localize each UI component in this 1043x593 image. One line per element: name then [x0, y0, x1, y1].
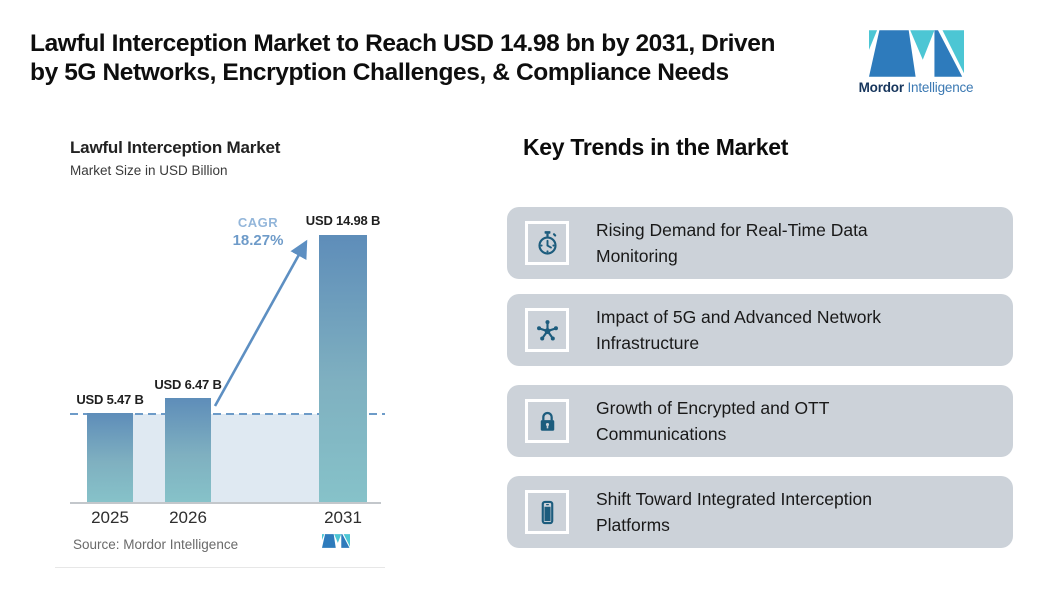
page-title: Lawful Interception Market to Reach USD …	[30, 30, 870, 87]
trend-card-label: Rising Demand for Real-Time Data Monitor…	[596, 220, 868, 266]
network-icon	[525, 308, 569, 352]
cagr-annotation: CAGR 18.27%	[208, 215, 308, 249]
bar-value-label-2025: USD 5.47 B	[76, 392, 144, 407]
stopwatch-icon	[525, 221, 569, 265]
trend-card-label: Impact of 5G and Advanced Network Infras…	[596, 307, 882, 353]
mordor-mini-logo-icon	[322, 534, 350, 548]
bar-value-label-2031: USD 14.98 B	[305, 213, 381, 228]
x-axis-label-2026: 2026	[169, 508, 207, 527]
x-axis-line	[70, 502, 381, 504]
cagr-label: CAGR	[237, 215, 279, 230]
trend-card-realtime-monitoring: Rising Demand for Real-Time Data Monitor…	[507, 207, 1013, 279]
lock-icon	[525, 399, 569, 443]
chart-title: Lawful Interception Market	[70, 138, 281, 157]
brand-name-bold: Mordor	[858, 80, 904, 95]
trends-heading: Key Trends in the Market	[523, 134, 789, 160]
brand-logo-text: Mordor Intelligence	[856, 80, 976, 95]
smartphone-icon	[525, 490, 569, 534]
dashed-threshold-line	[70, 413, 385, 415]
trend-card-label: Shift Toward Integrated Interception Pla…	[596, 489, 872, 535]
cagr-value: 18.27%	[232, 232, 284, 249]
trend-card-integrated-platforms: Shift Toward Integrated Interception Pla…	[507, 476, 1013, 548]
bar-value-label-2026: USD 6.47 B	[154, 377, 222, 392]
x-axis-label-2025: 2025	[91, 508, 129, 527]
brand-logo: Mordor Intelligence	[856, 30, 976, 95]
bar-2026	[165, 398, 211, 502]
chart-divider	[55, 567, 385, 568]
trend-card-label: Growth of Encrypted and OTT Communicatio…	[596, 398, 830, 444]
brand-name-regular: Intelligence	[907, 80, 974, 95]
page-title-line1: Lawful Interception Market to Reach USD …	[30, 30, 776, 57]
bar-2031	[319, 235, 367, 502]
bar-2025	[87, 413, 133, 502]
x-axis-label-2031: 2031	[324, 508, 362, 527]
mordor-logo-icon	[868, 30, 964, 77]
chart-subtitle: Market Size in USD Billion	[70, 163, 228, 178]
trend-card-5g-network: Impact of 5G and Advanced Network Infras…	[507, 294, 1013, 366]
trend-card-encrypted-ott: Growth of Encrypted and OTT Communicatio…	[507, 385, 1013, 457]
market-size-chart: Lawful Interception Market Market Size i…	[50, 130, 450, 590]
source-note: Source: Mordor Intelligence	[73, 537, 239, 552]
page-title-line2: by 5G Networks, Encryption Challenges, &…	[30, 58, 729, 86]
